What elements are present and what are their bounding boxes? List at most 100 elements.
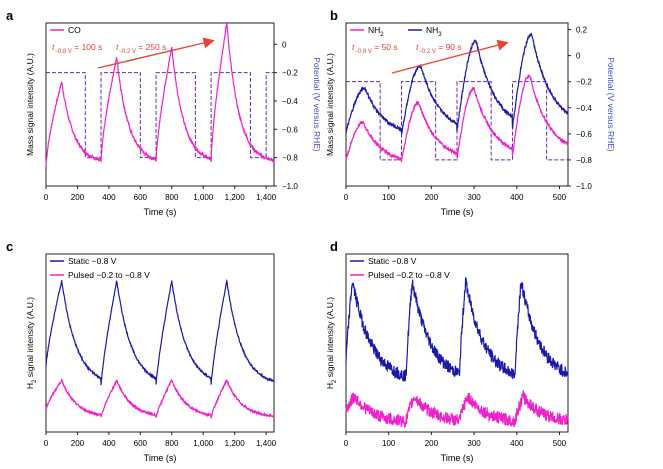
plot-frame	[345, 22, 569, 187]
right-axis-label: Potential (V versus RHE)	[312, 57, 322, 152]
series-line-pulsed-0-2-to-0-8-v	[45, 378, 275, 419]
x-tick-label: 0	[44, 439, 49, 448]
annotation-t_low: t−0.8 V = 50 s	[352, 42, 398, 55]
x-tick-label: 600	[134, 193, 148, 202]
x-tick-label: 200	[71, 439, 85, 448]
right-axis-label: Potential (V versus RHE)	[606, 57, 616, 152]
x-tick-label: 400	[510, 193, 524, 202]
legend-sub: 2	[380, 32, 384, 38]
x-tick-label: 100	[382, 439, 396, 448]
annotation-t_high: t−0.2 V = 90 s	[416, 42, 462, 55]
right-tick-label: −0.8	[576, 156, 592, 165]
x-tick-label: 0	[344, 193, 349, 202]
right-tick-label: 0	[576, 52, 581, 61]
x-tick-label: 500	[553, 193, 567, 202]
legend-text: Static −0.8 V	[68, 256, 117, 266]
panel-d: d 0 100 200 300 400 500 Time (s) H2 signal inten…	[325, 239, 569, 463]
x-axis-label: Time (s)	[144, 453, 177, 463]
x-tick-label: 1,400	[256, 439, 277, 448]
y-label-part: H	[325, 383, 335, 389]
series-line-nh2	[345, 73, 569, 163]
annot-val: = 50 s	[372, 42, 398, 52]
annot-sub: −0.2 V	[118, 49, 136, 55]
annot-t: t	[116, 42, 119, 52]
panel-letter: b	[330, 8, 338, 23]
legend-text: Pulsed −0.2 to −0.8 V	[68, 270, 150, 280]
x-tick-label: 1,000	[193, 439, 214, 448]
plot-frame	[45, 253, 275, 433]
x-tick-label: 1,200	[225, 193, 246, 202]
annot-t: t	[52, 42, 55, 52]
x-tick-label: 1,400	[256, 193, 277, 202]
x-tick-label: 400	[510, 439, 524, 448]
panel-a: a 0 200 400 600 800 1,000 1,200 1,400 Time (s) Mas…	[6, 8, 322, 217]
potential-pulse-line	[46, 72, 274, 159]
x-axis-label: Time (s)	[441, 453, 474, 463]
y-axis-label: H2 signal intensity (A.U.)	[325, 297, 338, 389]
legend-label: Pulsed −0.2 to −0.8 V	[368, 270, 450, 280]
right-tick-label: −0.8	[282, 154, 298, 163]
x-tick-label: 300	[467, 439, 481, 448]
x-axis-label: Time (s)	[144, 207, 177, 217]
right-tick-label: −0.4	[282, 97, 298, 106]
x-axis-label: Time (s)	[441, 207, 474, 217]
legend-label: Pulsed −0.2 to −0.8 V	[68, 270, 150, 280]
y-label-sub: 2	[32, 379, 38, 383]
annot-t: t	[416, 42, 419, 52]
x-tick-label: 800	[165, 439, 179, 448]
annot-val: = 90 s	[436, 42, 462, 52]
y-axis-label: H2 signal intensity (A.U.)	[25, 297, 38, 389]
legend-text: CO	[68, 25, 81, 35]
y-label-part: signal intensity (A.U.)	[325, 297, 335, 380]
x-tick-label: 100	[382, 193, 396, 202]
x-tick-label: 200	[71, 193, 85, 202]
potential-pulse-line	[346, 81, 568, 161]
x-tick-label: 600	[134, 439, 148, 448]
annotation-t_low: t−0.8 V = 100 s	[52, 42, 102, 55]
y-label-part: H	[25, 383, 35, 389]
series-line-co	[45, 23, 275, 167]
right-tick-label: −0.2	[576, 78, 592, 87]
trend-arrow	[97, 37, 215, 69]
annot-sub: −0.8 V	[354, 49, 372, 55]
legend-label: NH2	[368, 25, 384, 38]
panel-letter: d	[330, 239, 338, 254]
legend-label: Static −0.8 V	[68, 256, 117, 266]
legend-label: Static −0.8 V	[368, 256, 417, 266]
plot-frame	[45, 22, 275, 187]
annot-sub: −0.8 V	[54, 49, 72, 55]
x-tick-label: 200	[425, 193, 439, 202]
right-tick-label: −0.4	[576, 104, 592, 113]
y-axis-label: Mass signal intensity (A.U.)	[325, 53, 335, 156]
right-tick-label: 0	[282, 40, 287, 49]
right-tick-label: −0.2	[282, 69, 298, 78]
x-tick-label: 500	[553, 439, 567, 448]
annot-sub: −0.2 V	[418, 49, 436, 55]
plot-frame	[345, 253, 569, 433]
x-tick-label: 300	[467, 193, 481, 202]
legend-label: CO	[68, 25, 81, 35]
right-tick-label: 0.2	[576, 26, 588, 35]
x-tick-label: 0	[44, 193, 49, 202]
series-line-nh3	[345, 32, 569, 136]
legend-text: Static −0.8 V	[368, 256, 417, 266]
panel-c: c 0 200 400 600 800 1,000 1,200 1,400 Time (s) H2 …	[6, 239, 277, 463]
panel-letter: c	[6, 239, 13, 254]
legend-label: NH3	[426, 25, 442, 38]
x-tick-label: 400	[102, 193, 116, 202]
annot-val: = 100 s	[72, 42, 102, 52]
y-axis-label: Mass signal intensity (A.U.)	[25, 53, 35, 156]
series-line-pulsed-0-2-to-0-8-v	[345, 390, 569, 429]
annot-t: t	[352, 42, 355, 52]
panel-letter: a	[6, 8, 14, 23]
series-line-static-0-8-v	[345, 277, 569, 383]
x-tick-label: 200	[425, 439, 439, 448]
legend-sub: 3	[438, 32, 442, 38]
right-tick-label: −0.6	[282, 125, 298, 134]
right-tick-label: −1.0	[576, 182, 592, 191]
annotation-t_high: t−0.2 V = 250 s	[116, 42, 166, 55]
y-label-part: signal intensity (A.U.)	[25, 297, 35, 380]
x-tick-label: 1,200	[225, 439, 246, 448]
x-tick-label: 1,000	[193, 193, 214, 202]
trend-arrow	[391, 39, 509, 74]
